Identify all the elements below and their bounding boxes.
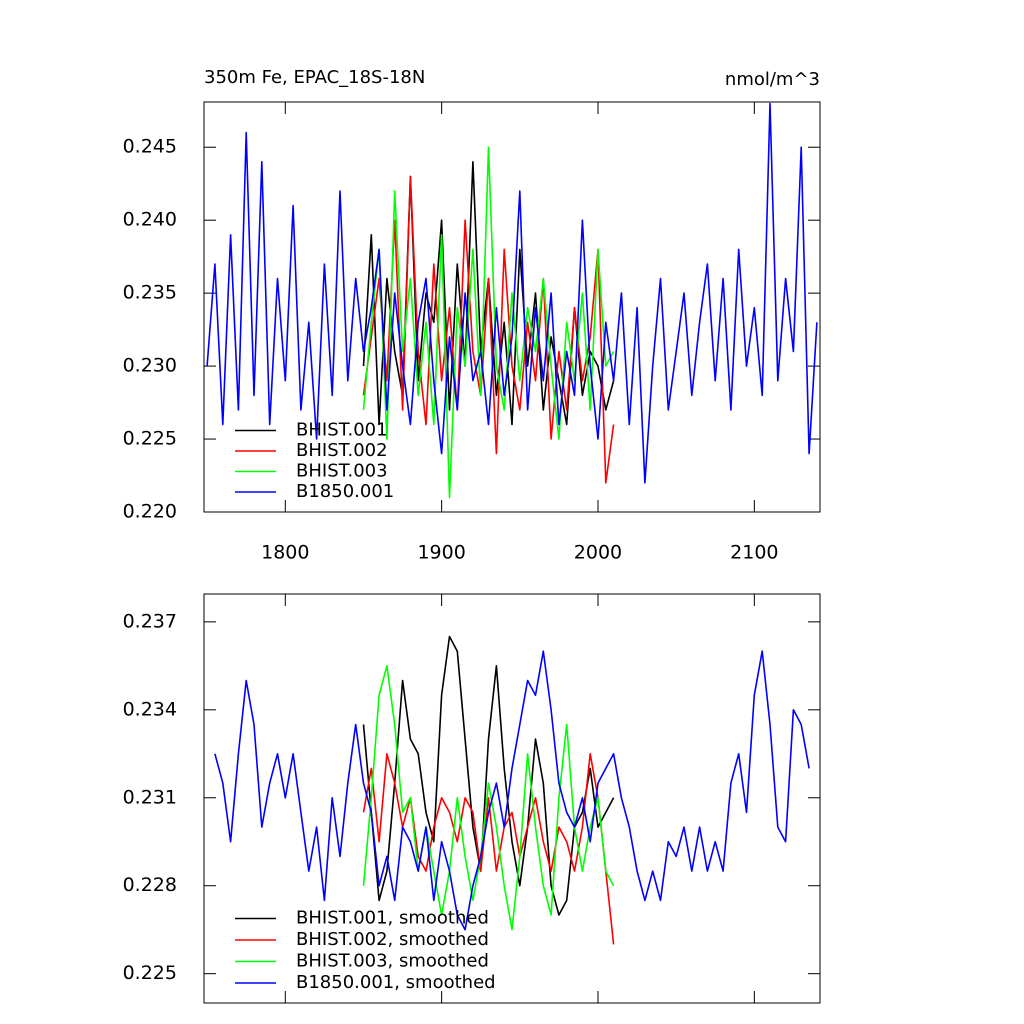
x-tick-label: 2100 <box>730 542 778 564</box>
legend-label: BHIST.002 <box>296 440 388 461</box>
y-tick-label: 0.225 <box>123 428 177 450</box>
plot-frame <box>203 101 821 513</box>
plot-frame <box>203 593 821 1004</box>
y-tick-label: 0.230 <box>123 355 177 377</box>
y-tick-label: 0.225 <box>123 962 177 984</box>
legend-label: BHIST.001, smoothed <box>296 908 489 929</box>
chart-title: 350m Fe, EPAC_18S-18N <box>204 67 425 88</box>
legend-label: BHIST.003 <box>296 461 388 482</box>
series-line <box>362 635 615 916</box>
y-tick-label: 0.234 <box>123 698 177 720</box>
y-tick-label: 0.220 <box>123 501 177 523</box>
series-line <box>362 665 615 931</box>
series-line <box>214 650 810 931</box>
y-tick-label: 0.228 <box>123 874 177 896</box>
y-tick-label: 0.231 <box>123 786 177 808</box>
series-line <box>362 753 615 945</box>
units-label: nmol/m^3 <box>725 69 820 90</box>
y-tick-label: 0.240 <box>123 209 177 231</box>
series-line <box>362 146 615 499</box>
legend-label: B1850.001, smoothed <box>296 972 496 993</box>
legend-label: BHIST.003, smoothed <box>296 951 489 972</box>
x-tick-label: 2000 <box>574 542 622 564</box>
y-tick-label: 0.235 <box>123 282 177 304</box>
series-line <box>206 102 818 484</box>
legend-label: BHIST.001 <box>296 420 388 441</box>
y-tick-label: 0.237 <box>123 610 177 632</box>
x-tick-label: 1800 <box>261 542 309 564</box>
legend-label: BHIST.002, smoothed <box>296 929 489 950</box>
x-tick-label: 1900 <box>417 542 465 564</box>
legend-label: B1850.001 <box>296 481 394 502</box>
y-tick-label: 0.245 <box>123 136 177 158</box>
